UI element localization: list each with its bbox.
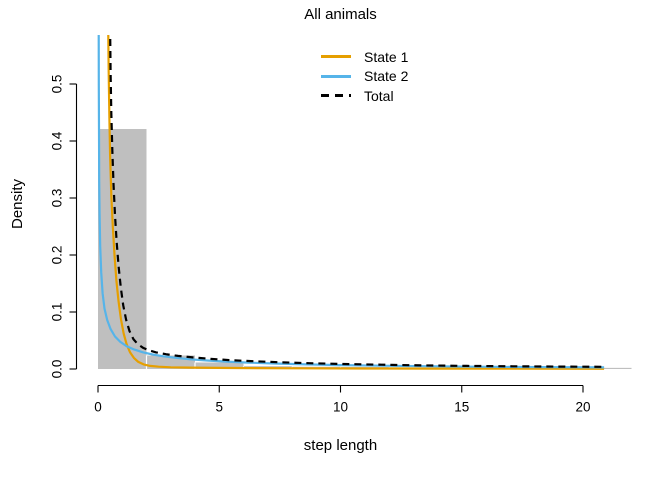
x-axis-label: step length: [303, 437, 378, 454]
legend: State 1 State 2 Total: [321, 47, 408, 106]
plot-title: All animals: [304, 6, 377, 23]
state2-line-swatch: [321, 74, 351, 78]
legend-item-state2: State 2: [321, 67, 408, 87]
y-tick-label: 0.0: [50, 360, 65, 379]
x-tick-label: 20: [575, 400, 590, 415]
y-axis-label: Density: [9, 178, 26, 230]
state1-line-swatch: [321, 55, 351, 59]
legend-item-state1: State 1: [321, 47, 408, 67]
y-tick-label: 0.3: [50, 189, 65, 208]
legend-label-state1: State 1: [364, 48, 409, 65]
legend-label-state2: State 2: [364, 68, 409, 85]
x-tick-label: 0: [94, 400, 102, 415]
hist-bar: [583, 367, 632, 369]
y-tick-label: 0.2: [50, 246, 65, 265]
x-tick-label: 15: [454, 400, 469, 415]
total-line-swatch: [321, 94, 351, 98]
hist-bar: [98, 129, 147, 369]
total-curve: [109, 35, 605, 368]
y-tick-label: 0.5: [50, 75, 65, 94]
hist-bar: [195, 362, 244, 369]
legend-item-total: Total: [321, 86, 408, 106]
x-tick-label: 10: [333, 400, 348, 415]
y-tick-label: 0.1: [50, 303, 65, 322]
state1-curve: [107, 35, 605, 370]
legend-label-total: Total: [364, 87, 394, 104]
y-tick-label: 0.4: [50, 131, 65, 150]
state2-curve: [97, 35, 605, 369]
x-tick-label: 5: [215, 400, 223, 415]
